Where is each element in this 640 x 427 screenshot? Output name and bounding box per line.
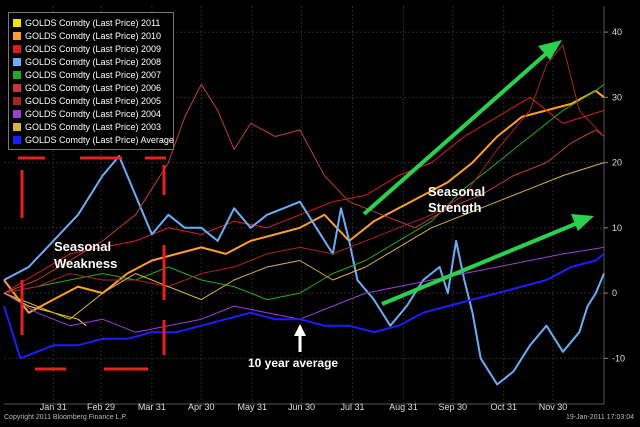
series-line-8 <box>3 162 605 320</box>
series-line-3 <box>3 155 605 386</box>
y-tick-label-1: 30 <box>612 92 622 102</box>
legend-swatch <box>13 96 21 105</box>
legend-swatch <box>13 122 21 131</box>
series-line-2 <box>3 96 605 294</box>
legend-item-2: GOLDS Comdty (Last Price) 2009 <box>13 42 173 55</box>
y-tick-label-0: 40 <box>612 27 622 37</box>
x-tick-label-1: Feb 29 <box>87 402 115 412</box>
ten-year-average-arrow <box>294 324 306 352</box>
legend-swatch <box>13 83 21 92</box>
seasonal-weakness-label: Seasonal Weakness <box>54 238 117 272</box>
seasonal-weakness-line1: Seasonal <box>54 239 112 254</box>
x-tick-label-3: Apr 30 <box>188 402 215 412</box>
seasonal-strength-line1: Seasonal <box>428 184 486 199</box>
timestamp-text: 19-Jan-2011 17:03:04 <box>566 414 634 421</box>
legend-item-8: GOLDS Comdty (Last Price) 2003 <box>13 120 173 133</box>
legend-label: GOLDS Comdty (Last Price) 2007 <box>25 69 162 80</box>
legend-swatch <box>13 57 21 66</box>
seasonal-strength-arrows <box>362 40 594 306</box>
legend-item-0: GOLDS Comdty (Last Price) 2011 <box>13 16 173 29</box>
chart-legend: GOLDS Comdty (Last Price) 2011 GOLDS Comd… <box>8 12 174 150</box>
series-layer <box>3 44 605 386</box>
seasonal-weakness-box <box>18 156 166 371</box>
legend-item-5: GOLDS Comdty (Last Price) 2006 <box>13 81 173 94</box>
seasonal-strength-line2: Strength <box>428 200 482 215</box>
ten-year-average-label: 10 year average <box>248 356 339 370</box>
legend-item-7: GOLDS Comdty (Last Price) 2004 <box>13 107 173 120</box>
x-axis: Jan 31 Feb 29 Mar 31 Apr 30 May 31 Jun 30 Jul … <box>40 402 568 412</box>
x-tick-label-10: Nov 30 <box>539 402 568 412</box>
series-line-6 <box>3 44 605 294</box>
legend-label: GOLDS Comdty (Last Price) Average <box>25 134 174 145</box>
series-line-5 <box>3 83 605 294</box>
y-tick-label-4: 0 <box>612 288 617 298</box>
legend-swatch <box>13 70 21 79</box>
legend-item-4: GOLDS Comdty (Last Price) 2007 <box>13 68 173 81</box>
series-line-4 <box>3 83 605 301</box>
legend-item-1: GOLDS Comdty (Last Price) 2010 <box>13 29 173 42</box>
legend-item-6: GOLDS Comdty (Last Price) 2005 <box>13 94 173 107</box>
annotation-overlay <box>18 40 594 371</box>
y-tick-label-2: 20 <box>612 158 622 168</box>
legend-label: GOLDS Comdty (Last Price) 2008 <box>25 56 162 67</box>
x-tick-label-4: May 31 <box>237 402 267 412</box>
legend-swatch <box>13 18 21 27</box>
legend-label: GOLDS Comdty (Last Price) 2004 <box>25 108 162 119</box>
legend-swatch <box>13 31 21 40</box>
legend-label: GOLDS Comdty (Last Price) 2003 <box>25 121 162 132</box>
x-tick-label-0: Jan 31 <box>40 402 67 412</box>
y-axis: 40 30 20 10 0 -10 <box>604 27 625 363</box>
legend-label: GOLDS Comdty (Last Price) 2009 <box>25 43 162 54</box>
legend-label: GOLDS Comdty (Last Price) 2011 <box>25 17 161 28</box>
legend-swatch <box>13 135 21 144</box>
x-tick-label-9: Oct 31 <box>490 402 517 412</box>
legend-label: GOLDS Comdty (Last Price) 2006 <box>25 82 162 93</box>
seasonal-strength-label: Seasonal Strength <box>428 184 485 216</box>
legend-label: GOLDS Comdty (Last Price) 2005 <box>25 95 162 106</box>
legend-item-3: GOLDS Comdty (Last Price) 2008 <box>13 55 173 68</box>
x-tick-label-8: Sep 30 <box>439 402 468 412</box>
legend-swatch <box>13 44 21 53</box>
x-tick-label-6: Jul 31 <box>340 402 364 412</box>
copyright-text: Copyright 2011 Bloomberg Finance L.P. <box>4 414 128 421</box>
x-tick-label-5: Jun 30 <box>288 402 315 412</box>
x-tick-label-7: Aug 31 <box>389 402 418 412</box>
y-tick-label-3: 10 <box>612 223 622 233</box>
legend-item-9: GOLDS Comdty (Last Price) Average <box>13 133 174 146</box>
y-tick-label-5: -10 <box>612 353 625 363</box>
legend-label: GOLDS Comdty (Last Price) 2010 <box>25 30 162 41</box>
series-line-9 <box>3 253 605 360</box>
legend-swatch <box>13 109 21 118</box>
x-tick-label-2: Mar 31 <box>138 402 166 412</box>
seasonal-weakness-line2: Weakness <box>54 256 118 271</box>
